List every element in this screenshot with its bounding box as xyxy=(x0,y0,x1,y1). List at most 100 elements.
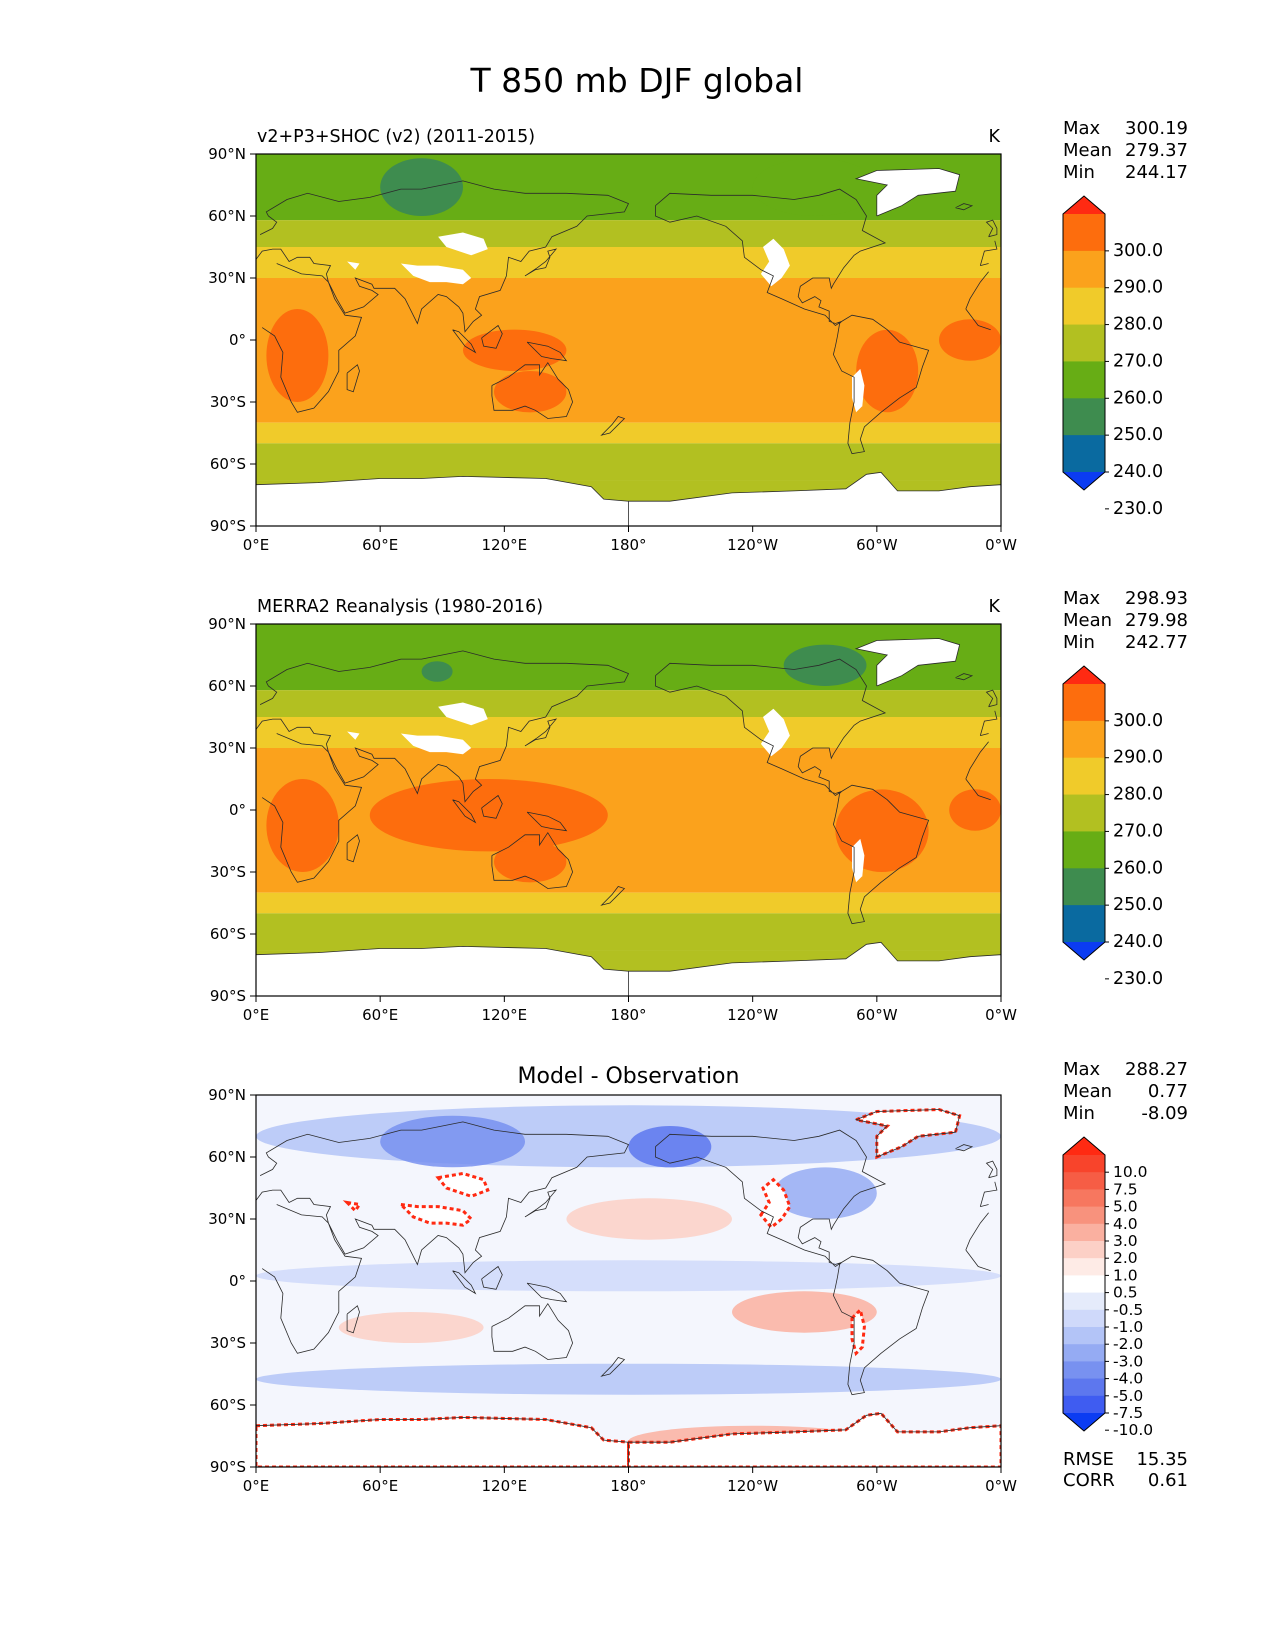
colorbar-segment xyxy=(1063,1292,1105,1311)
field-diff xyxy=(256,1095,1001,1467)
colorbar: 300.0 290.0 280.0 270.0 260.0 250.0 240.0 230.0 xyxy=(1062,195,1163,519)
colorbar-segment xyxy=(1063,1206,1105,1225)
feature-africa-warm xyxy=(266,779,339,872)
colorbar-label: 230.0 xyxy=(1113,969,1163,989)
stat-value: 0.77 xyxy=(1148,1081,1188,1102)
x-tick-label: 60°E xyxy=(362,536,398,554)
colorbar-label: 240.0 xyxy=(1113,932,1163,952)
stat-value: 279.37 xyxy=(1125,140,1188,161)
feature-alaska-cold-bias xyxy=(628,1126,712,1168)
colorbar-label: 250.0 xyxy=(1113,895,1163,915)
colorbar: 10.07.55.04.03.02.01.00.5-0.5-1.0-2.0-3.… xyxy=(1062,1136,1153,1439)
no-data-region xyxy=(856,638,960,686)
colorbar-segment xyxy=(1063,1258,1105,1276)
colorbar-label: 300.0 xyxy=(1113,241,1163,261)
colorbar-extend-high xyxy=(1063,666,1105,684)
no-data-region xyxy=(400,733,472,755)
stat-value: 244.17 xyxy=(1125,162,1188,183)
colorbar-segment xyxy=(1063,361,1105,399)
metric-label: CORR xyxy=(1063,1470,1115,1491)
y-tick-label: 60°S xyxy=(210,455,246,473)
no-data-region xyxy=(347,261,360,270)
panel-model: v2+P3+SHOC (v2) (2011-2015) K 0°E 60°E 120°E… xyxy=(208,118,1188,554)
x-tick-label: 0°W xyxy=(985,1477,1017,1495)
x-tick-label: 60°E xyxy=(362,1006,398,1024)
colorbar-segment xyxy=(1063,794,1105,832)
colorbar: 300.0 290.0 280.0 270.0 260.0 250.0 240.0 230.0 xyxy=(1062,665,1163,989)
colorbar-segment xyxy=(1063,684,1105,722)
stat-label: Mean xyxy=(1063,1081,1112,1102)
lat-band xyxy=(256,717,1001,748)
feature-n-pacific-warm xyxy=(566,1198,732,1240)
feature-canadian-arctic xyxy=(752,158,877,217)
lat-band xyxy=(256,220,1001,247)
colorbar-label: 1.0 xyxy=(1113,1266,1138,1284)
units-label: K xyxy=(989,127,1001,147)
colorbar-label: 270.0 xyxy=(1113,351,1163,371)
large-bias-edge xyxy=(396,1202,474,1227)
metric-value: 0.61 xyxy=(1148,1470,1188,1491)
colorbar-label: 0.5 xyxy=(1113,1284,1138,1302)
y-tick-label: 60°N xyxy=(208,677,246,695)
feature-south-america-warm xyxy=(856,329,919,413)
feature-south-america-warm xyxy=(835,789,929,872)
panel-diff: Model - Observation 0°E 60°E 120°E 180° 120°W… xyxy=(208,1059,1188,1495)
y-tick-label: 90°S xyxy=(210,517,246,535)
colorbar-segment xyxy=(1063,1395,1105,1414)
colorbar-label: 280.0 xyxy=(1113,785,1163,805)
stat-value: 242.77 xyxy=(1125,632,1188,653)
stat-value: 298.93 xyxy=(1125,588,1188,609)
colorbar-label: 280.0 xyxy=(1113,315,1163,335)
feature-australia-warm xyxy=(494,371,567,413)
colorbar-segment xyxy=(1063,905,1105,943)
x-tick-label: 120°E xyxy=(482,1006,528,1024)
colorbar-segment xyxy=(1063,868,1105,906)
colorbar-segment xyxy=(1063,435,1105,473)
stat-value: 300.19 xyxy=(1125,118,1188,139)
y-tick-label: 60°S xyxy=(210,1396,246,1414)
colorbar-extend-low xyxy=(1063,472,1105,490)
metric-label: RMSE xyxy=(1063,1449,1114,1470)
no-data-region xyxy=(400,263,472,285)
panel-title: MERRA2 Reanalysis (1980-2016) xyxy=(257,597,543,617)
colorbar-segment xyxy=(1063,1378,1105,1397)
large-bias-edge xyxy=(850,1306,866,1357)
feature-siberian-cold-core xyxy=(380,158,463,217)
feature-australia-warm xyxy=(494,841,567,883)
coastlines xyxy=(256,1109,1001,1467)
colorbar-label: 240.0 xyxy=(1113,462,1163,482)
colorbar-segment xyxy=(1063,1241,1105,1259)
stat-value: 288.27 xyxy=(1125,1059,1188,1080)
colorbar-segment xyxy=(1063,1155,1105,1173)
x-tick-label: 120°W xyxy=(727,1477,778,1495)
lat-band xyxy=(256,247,1001,278)
colorbar-extend-low xyxy=(1063,1413,1105,1431)
y-tick-label: 90°N xyxy=(208,615,246,633)
x-tick-label: 180° xyxy=(610,1006,646,1024)
colorbar-label: 260.0 xyxy=(1113,388,1163,408)
stat-value: -8.09 xyxy=(1141,1103,1188,1124)
colorbar-extend-high xyxy=(1063,1137,1105,1155)
feature-east-atlantic-warm xyxy=(939,319,1001,361)
colorbar-segment xyxy=(1063,324,1105,362)
large-bias-edge xyxy=(256,1415,630,1467)
stat-label: Min xyxy=(1063,162,1095,183)
stat-label: Min xyxy=(1063,1103,1095,1124)
y-tick-label: 60°N xyxy=(208,1148,246,1166)
colorbar-extend-low xyxy=(1063,942,1105,960)
no-data-region xyxy=(438,232,488,256)
stat-label: Max xyxy=(1063,118,1101,139)
figure-title: T 850 mb DJF global xyxy=(470,61,804,100)
colorbar-segment xyxy=(1063,1172,1105,1190)
y-tick-label: 90°S xyxy=(210,1458,246,1476)
lat-band xyxy=(256,422,1001,444)
colorbar-label: -4.0 xyxy=(1113,1370,1143,1388)
feature-equatorial-cool xyxy=(256,1260,1001,1292)
y-tick-label: 60°S xyxy=(210,925,246,943)
no-data-region xyxy=(856,168,960,216)
coastlines xyxy=(256,168,1001,526)
colorbar-extend-high xyxy=(1063,196,1105,214)
colorbar-segment xyxy=(1063,1275,1105,1294)
colorbar-label: 300.0 xyxy=(1113,711,1163,731)
y-tick-label: 0° xyxy=(229,801,246,819)
